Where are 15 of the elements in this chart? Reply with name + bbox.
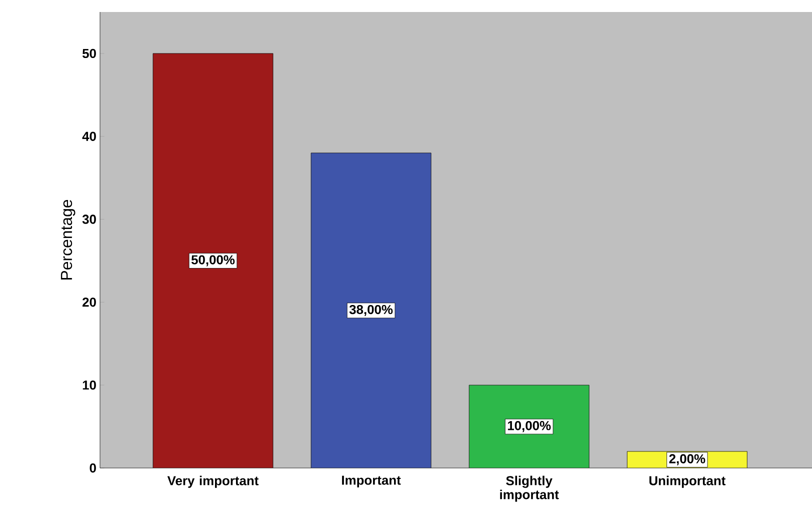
y-tick-label: 50	[82, 48, 96, 58]
data-label: 10,00%	[508, 421, 551, 432]
y-tick-label: 30	[82, 214, 96, 224]
x-tick-label: Slightly important	[500, 476, 559, 502]
x-tick-label: Important	[342, 476, 401, 488]
x-tick-label: Unimportant	[649, 476, 726, 488]
data-label: 38,00%	[349, 304, 393, 316]
x-tick-label: Very important	[167, 476, 259, 488]
data-label: 2,00%	[669, 454, 706, 466]
y-tick-label: 20	[82, 298, 96, 307]
y-tick-label: 40	[82, 132, 96, 141]
data-label: 50,00%	[191, 255, 235, 266]
y-tick-label: 10	[82, 380, 96, 390]
y-axis-title: Percentage	[60, 200, 76, 280]
y-tick-label: 0	[90, 463, 96, 473]
